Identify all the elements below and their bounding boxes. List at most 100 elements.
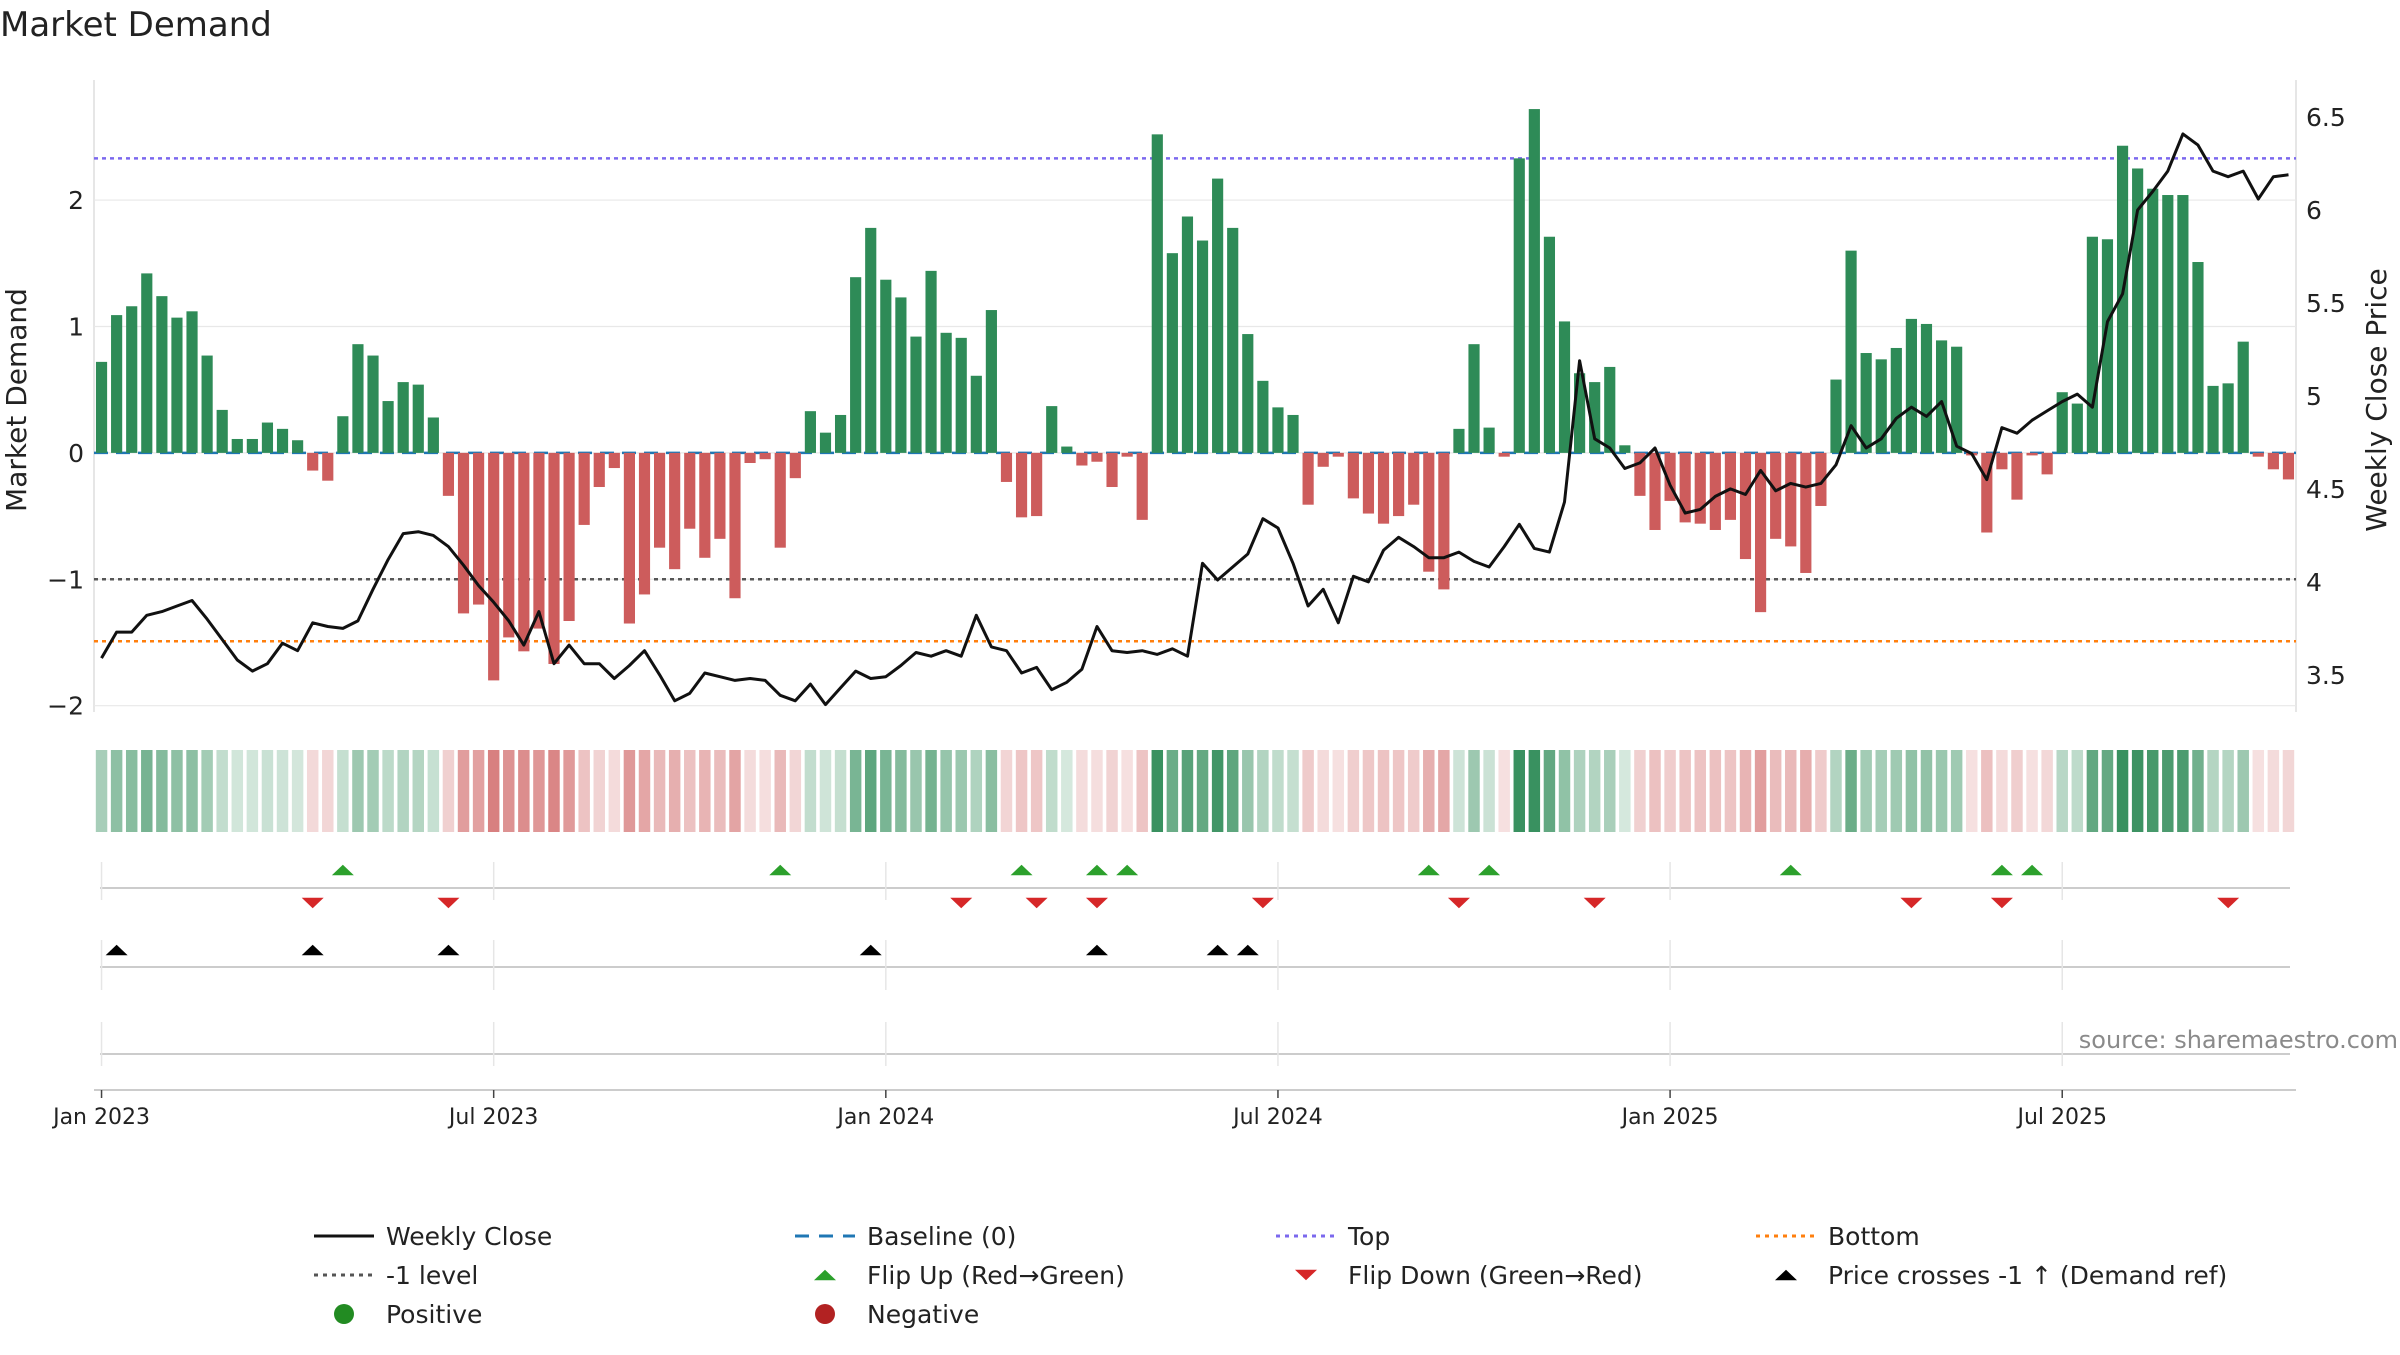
demand-bar xyxy=(1860,353,1872,453)
demand-bar xyxy=(1679,452,1691,523)
demand-bar xyxy=(442,452,455,496)
demand-bar xyxy=(111,315,123,453)
demand-bar xyxy=(819,432,832,453)
demand-shade-cell xyxy=(1377,750,1390,832)
legend-entry: Positive xyxy=(334,1300,482,1329)
demand-shade-cell xyxy=(1407,750,1420,832)
legend-triangle-up-icon xyxy=(1775,1269,1797,1281)
price-cross-marker xyxy=(1206,944,1229,956)
flip-down-marker xyxy=(1583,897,1606,909)
demand-bar xyxy=(503,452,515,638)
demand-shade-cell xyxy=(1966,750,1978,832)
demand-shade-cell xyxy=(322,750,334,832)
demand-bar xyxy=(578,452,590,525)
demand-bar xyxy=(367,355,379,453)
demand-shade-cell xyxy=(1724,750,1737,832)
demand-shade-cell xyxy=(1996,750,2008,832)
left-y-tick-label: 2 xyxy=(68,186,84,215)
demand-bar xyxy=(1121,452,1133,457)
demand-bar xyxy=(397,382,409,453)
demand-shade-cell xyxy=(1875,750,1887,832)
demand-bar xyxy=(895,297,907,453)
demand-shade-cell xyxy=(563,750,575,832)
right-y-tick-label: 5 xyxy=(2306,382,2322,411)
demand-shade-cell xyxy=(638,750,651,832)
demand-shade-cell xyxy=(729,750,741,832)
left-y-axis-label: Market Demand xyxy=(0,288,33,512)
demand-shade-cell xyxy=(1332,750,1345,832)
demand-shade-cell xyxy=(653,750,666,832)
demand-shade-cell xyxy=(171,750,183,832)
demand-bar xyxy=(1106,452,1118,488)
demand-bar xyxy=(1031,452,1043,517)
demand-bar xyxy=(2222,383,2234,453)
demand-shade-cell xyxy=(2177,750,2189,832)
demand-bar xyxy=(1091,452,1103,462)
demand-shade-cell xyxy=(759,750,771,832)
price-cross-marker xyxy=(301,944,324,956)
demand-bar xyxy=(1619,445,1631,453)
demand-bar xyxy=(684,452,696,529)
demand-bar xyxy=(2237,341,2249,453)
flip-up-marker xyxy=(769,864,792,876)
demand-bar xyxy=(1076,452,1088,466)
legend-entry: -1 level xyxy=(314,1261,478,1290)
demand-shade-cell xyxy=(2282,750,2295,832)
demand-bar xyxy=(2252,452,2264,457)
demand-shade-cell xyxy=(865,750,877,832)
price-cross-marker xyxy=(105,944,128,956)
demand-bar xyxy=(638,452,651,595)
demand-shade-cell xyxy=(2252,750,2265,832)
demand-shade-cell xyxy=(306,750,319,832)
demand-bar xyxy=(2056,392,2068,453)
demand-shade-cell xyxy=(291,750,304,832)
demand-shade-cell xyxy=(231,750,244,832)
demand-bar xyxy=(1589,382,1601,453)
demand-shade-cell xyxy=(472,750,485,832)
demand-bar xyxy=(473,452,485,605)
legend-label: Flip Down (Green→Red) xyxy=(1348,1261,1643,1290)
right-y-tick-label: 6 xyxy=(2306,196,2322,225)
demand-bar xyxy=(850,277,862,453)
demand-shade-cell xyxy=(1543,750,1556,832)
demand-shade-cell xyxy=(880,750,892,832)
demand-shade-cell xyxy=(1483,750,1495,832)
right-y-tick-label: 6.5 xyxy=(2306,103,2346,132)
demand-bar xyxy=(1046,406,1058,453)
demand-shade-cell xyxy=(2131,750,2144,832)
legend-triangle-down-icon xyxy=(1295,1269,1317,1281)
demand-shade-cell xyxy=(1121,750,1133,832)
weekly-close-line xyxy=(100,132,2289,707)
demand-shade-cell xyxy=(1513,750,1525,832)
weekly-close-polyline xyxy=(100,132,2289,707)
demand-shade-cell xyxy=(1166,750,1179,832)
demand-bar xyxy=(1151,134,1163,453)
demand-bar xyxy=(563,452,575,621)
demand-shade-cell xyxy=(518,750,530,832)
demand-bar xyxy=(970,375,982,453)
demand-bar xyxy=(488,452,500,681)
demand-bar xyxy=(337,416,349,453)
demand-shade-cell xyxy=(2056,750,2068,832)
demand-bar xyxy=(1438,452,1450,590)
demand-shade-cell xyxy=(2267,750,2280,832)
legend-entry: Top xyxy=(1276,1222,1390,1251)
demand-bar xyxy=(1212,178,1224,453)
legend-entry: Flip Down (Green→Red) xyxy=(1295,1261,1643,1290)
demand-bar xyxy=(2177,195,2189,453)
demand-bar xyxy=(714,452,726,539)
x-tick-label: Jul 2023 xyxy=(447,1105,539,1130)
demand-shade-cell xyxy=(1815,750,1827,832)
demand-shade-cell xyxy=(2071,750,2084,832)
demand-shade-cell xyxy=(1000,750,1013,832)
demand-shade-cell xyxy=(774,750,786,832)
demand-shade-cell xyxy=(1136,750,1148,832)
left-y-tick-label: 1 xyxy=(68,312,84,341)
legend-circle-icon xyxy=(334,1304,354,1324)
demand-shade-cell xyxy=(1800,750,1812,832)
demand-shade-cell xyxy=(2116,750,2129,832)
demand-bar xyxy=(95,361,108,453)
demand-bar xyxy=(156,296,168,453)
demand-shade-cell xyxy=(1030,750,1043,832)
